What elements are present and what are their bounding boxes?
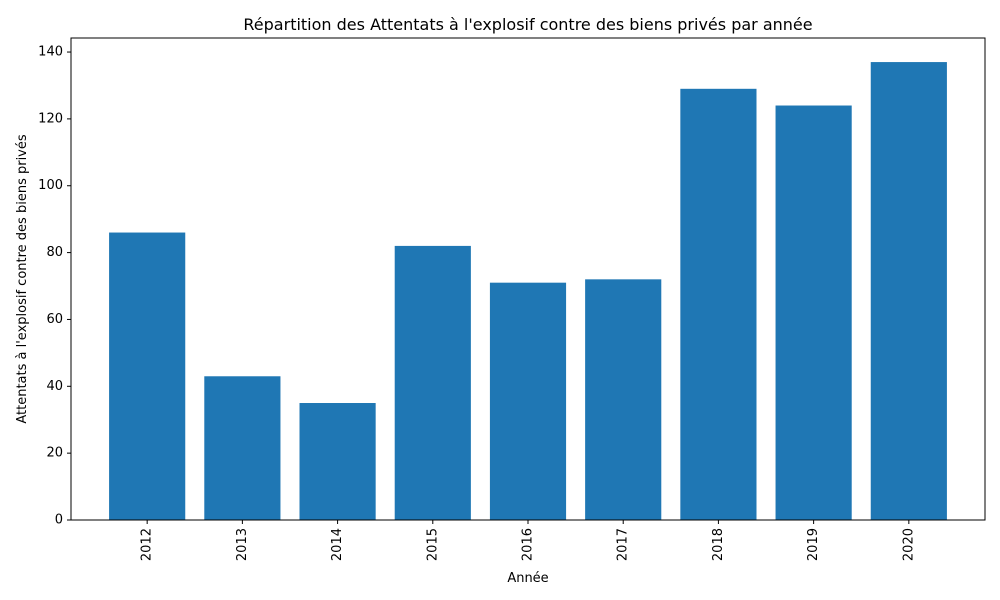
y-tick-label: 120 bbox=[38, 111, 63, 126]
bar-2014 bbox=[299, 403, 376, 520]
x-tick-label: 2019 bbox=[806, 528, 821, 561]
y-tick-label: 0 bbox=[55, 513, 63, 528]
y-tick-label: 20 bbox=[46, 446, 63, 461]
y-tick-label: 100 bbox=[38, 178, 63, 193]
bar-2020 bbox=[870, 62, 947, 520]
bar-2012 bbox=[109, 232, 186, 520]
plot-frame bbox=[70, 37, 986, 521]
y-tick-label: 40 bbox=[46, 379, 63, 394]
x-axis-ticks: 2012 2013 2014 2015 2016 2017 2018 2019 2020 bbox=[140, 520, 916, 561]
x-tick-label: 2015 bbox=[425, 528, 440, 561]
x-tick-label: 2013 bbox=[235, 528, 250, 561]
bar-2019 bbox=[775, 105, 852, 520]
x-tick-label: 2016 bbox=[521, 528, 536, 561]
chart-title: Répartition des Attentats à l'explosif c… bbox=[243, 15, 812, 34]
y-axis-label: Attentats à l'explosif contre des biens … bbox=[15, 134, 30, 424]
y-tick-label: 140 bbox=[38, 45, 63, 60]
bar-2018 bbox=[680, 88, 757, 520]
x-tick-label: 2020 bbox=[901, 528, 916, 561]
bars-group bbox=[109, 62, 947, 521]
bar-2015 bbox=[394, 245, 471, 521]
bar-2013 bbox=[204, 376, 281, 520]
x-tick-label: 2012 bbox=[140, 528, 155, 561]
bar-2017 bbox=[585, 279, 662, 520]
x-axis-label: Année bbox=[507, 571, 548, 586]
y-tick-label: 80 bbox=[46, 245, 63, 260]
x-tick-label: 2014 bbox=[330, 528, 345, 561]
bar-2016 bbox=[489, 282, 567, 520]
y-axis-ticks: 0 20 40 60 80 100 120 140 bbox=[38, 45, 71, 528]
x-tick-label: 2017 bbox=[616, 528, 631, 561]
x-tick-label: 2018 bbox=[711, 528, 726, 561]
y-tick-label: 60 bbox=[46, 312, 63, 327]
